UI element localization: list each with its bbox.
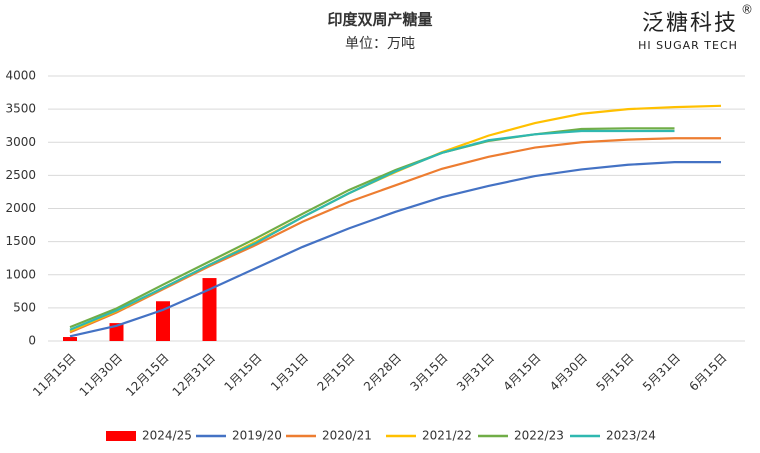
y-tick-label: 2500 — [5, 168, 36, 182]
y-tick-label: 0 — [28, 334, 36, 348]
series-line — [69, 127, 675, 329]
logo-text: 泛糖科技 — [642, 11, 738, 36]
x-tick-label: 1月15日 — [222, 351, 265, 394]
x-tick-label: 2月15日 — [315, 351, 358, 394]
series-line — [69, 137, 721, 334]
x-tick-label: 2月28日 — [361, 351, 404, 394]
series-line — [69, 161, 721, 338]
y-tick-label: 1500 — [5, 234, 36, 248]
y-tick-label: 500 — [13, 300, 36, 314]
x-tick-label: 5月31日 — [640, 351, 683, 394]
y-tick-label: 3000 — [5, 135, 36, 149]
y-tick-label: 2000 — [5, 201, 36, 215]
x-tick-label: 4月30日 — [547, 351, 590, 394]
logo-subtitle: HI SUGAR TECH — [638, 39, 738, 52]
y-tick-label: 4000 — [5, 69, 36, 83]
y-tick-label: 1000 — [5, 267, 36, 281]
bar — [202, 278, 217, 341]
x-tick-label: 6月15日 — [687, 351, 730, 394]
x-tick-label: 11月30日 — [77, 351, 125, 399]
legend-label: 2023/24 — [606, 429, 656, 443]
series-line — [69, 129, 675, 331]
chart-subtitle: 单位：万吨 — [345, 36, 415, 52]
x-tick-label: 12月31日 — [170, 351, 218, 399]
x-tick-label: 3月15日 — [408, 351, 451, 394]
chart-title: 印度双周产糖量 — [327, 11, 432, 29]
x-tick-label: 12月15日 — [123, 351, 171, 399]
y-tick-label: 3500 — [5, 102, 36, 116]
x-tick-label: 4月15日 — [501, 351, 544, 394]
legend-label: 2024/25 — [142, 429, 192, 443]
x-tick-label: 5月15日 — [594, 351, 637, 394]
x-tick-label: 1月31日 — [268, 351, 311, 394]
legend-label: 2021/22 — [422, 429, 472, 443]
legend-label: 2020/21 — [322, 429, 372, 443]
x-tick-label: 11月15日 — [30, 351, 78, 399]
logo-mark: ® — [741, 3, 753, 17]
x-tick-label: 3月31日 — [454, 351, 497, 394]
legend-label: 2022/23 — [514, 429, 564, 443]
bar — [63, 337, 77, 341]
legend-label: 2019/20 — [232, 429, 282, 443]
legend-swatch — [106, 431, 136, 441]
